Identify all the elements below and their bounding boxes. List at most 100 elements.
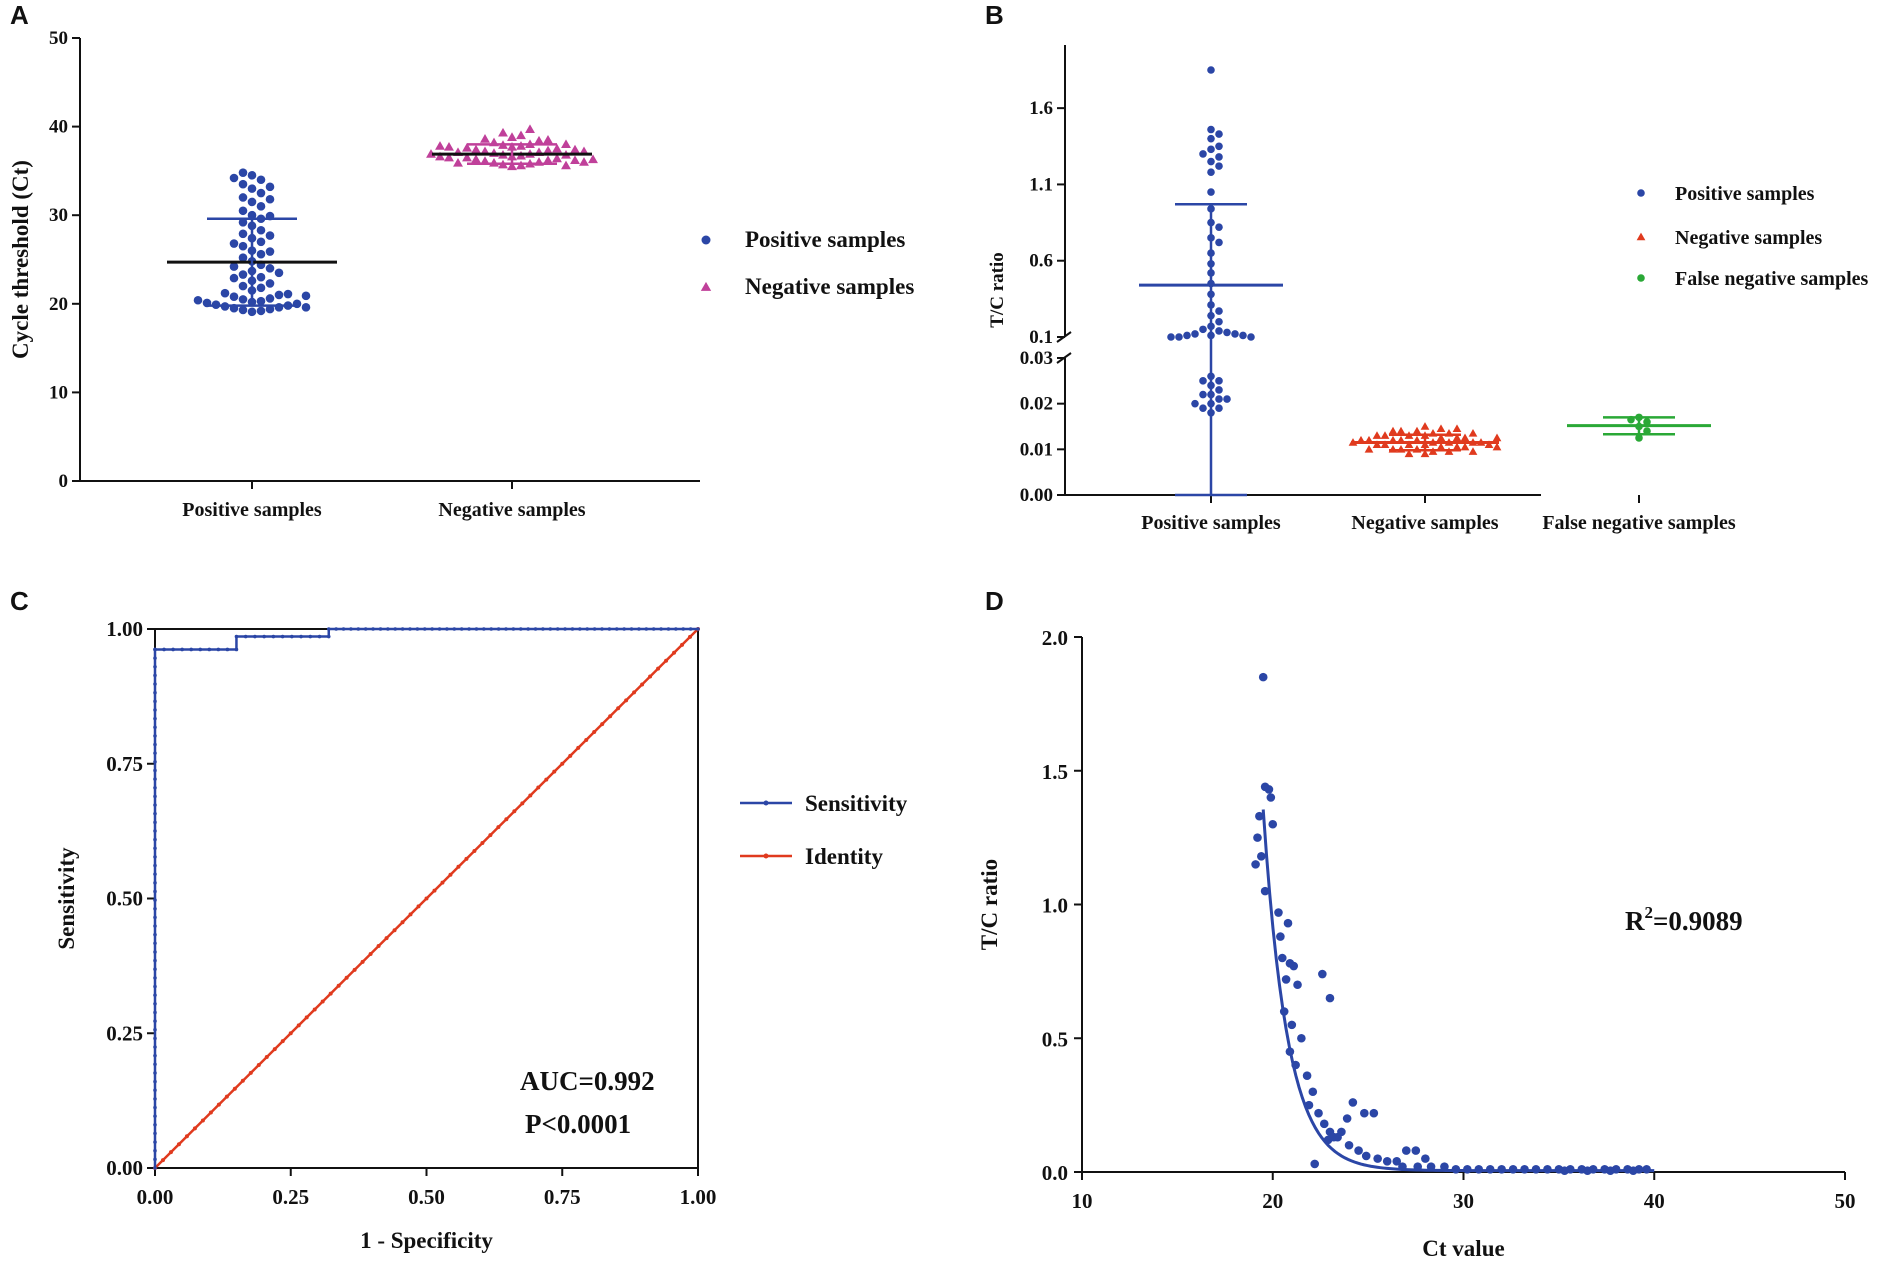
x-tick-label: 0.00 <box>137 1185 174 1209</box>
identity-point <box>160 1158 165 1163</box>
data-point <box>1258 672 1268 682</box>
data-point <box>543 145 553 155</box>
sensitivity-point <box>153 898 157 902</box>
data-point <box>238 229 248 239</box>
data-point <box>1215 386 1223 394</box>
legend-marker <box>763 800 769 806</box>
sensitivity-point <box>518 627 523 631</box>
data-point <box>1274 908 1283 917</box>
data-point <box>462 152 472 162</box>
x-tick-label: 20 <box>1262 1189 1283 1213</box>
data-point <box>1239 331 1247 340</box>
data-point <box>283 289 293 299</box>
r-squared-superscript: 2 <box>1645 903 1654 922</box>
x-category-label: Positive samples <box>182 499 322 521</box>
panel-letter-d: D <box>985 586 1004 616</box>
data-point <box>1260 886 1270 896</box>
identity-point <box>232 1086 237 1091</box>
identity-point <box>256 1062 261 1067</box>
data-point <box>1167 333 1175 341</box>
sensitivity-point <box>578 627 582 631</box>
data-point <box>256 237 266 247</box>
y-tick-label: 0.5 <box>1042 1027 1068 1051</box>
data-point <box>1308 1087 1318 1097</box>
y-tick-label: 1.0 <box>1042 894 1068 918</box>
identity-point <box>576 745 581 750</box>
sensitivity-point <box>262 634 266 639</box>
data-point <box>1207 188 1215 196</box>
sensitivity-point <box>153 742 157 747</box>
legend-label: Identity <box>805 844 883 869</box>
data-point <box>1257 852 1266 861</box>
data-point <box>1460 433 1470 442</box>
data-point <box>1440 1162 1449 1171</box>
y-tick-label: 0.50 <box>106 887 143 911</box>
sensitivity-point <box>153 1079 157 1084</box>
identity-point <box>472 848 477 853</box>
data-point <box>1207 168 1215 177</box>
data-point <box>301 303 311 312</box>
sensitivity-point <box>225 647 230 652</box>
data-point <box>462 142 472 152</box>
sensitivity-point <box>189 647 193 652</box>
identity-point <box>488 833 493 838</box>
sensitivity-point <box>153 1088 157 1093</box>
data-point <box>444 142 454 151</box>
sensitivity-point <box>243 634 248 639</box>
data-point <box>1302 1071 1312 1080</box>
y-tick-label: 2.0 <box>1042 626 1068 650</box>
data-point <box>238 295 248 304</box>
data-point <box>256 306 266 316</box>
data-point <box>1412 426 1422 435</box>
data-point <box>238 179 248 189</box>
data-point <box>247 171 257 180</box>
sensitivity-point <box>622 627 626 631</box>
identity-point <box>536 785 541 790</box>
data-point <box>1191 330 1199 338</box>
x-tick-label: 0.25 <box>272 1185 309 1209</box>
identity-point <box>656 666 661 671</box>
identity-point <box>672 650 677 655</box>
sensitivity-point <box>234 634 239 639</box>
data-point <box>1297 1033 1306 1043</box>
sensitivity-point <box>153 716 157 721</box>
y-tick-label: 0.6 <box>1029 251 1053 272</box>
r-squared-prefix: R <box>1625 906 1645 936</box>
data-point <box>444 152 454 162</box>
data-point <box>1215 162 1223 170</box>
data-point <box>1468 428 1478 437</box>
identity-point <box>464 856 469 861</box>
data-point <box>265 231 275 240</box>
sensitivity-point <box>153 1002 157 1006</box>
sensitivity-point <box>400 627 405 631</box>
data-point <box>1199 325 1207 334</box>
data-point <box>256 249 266 259</box>
identity-point <box>520 801 525 806</box>
data-point <box>256 296 266 306</box>
y-tick-label: 20 <box>49 294 68 315</box>
y-tick-label: 0 <box>59 471 69 492</box>
data-point <box>552 143 562 153</box>
data-point <box>1215 153 1223 161</box>
data-point <box>1207 157 1215 166</box>
sensitivity-point <box>644 627 649 631</box>
data-point <box>471 144 481 154</box>
data-point <box>543 134 553 144</box>
y-tick-label: 0.1 <box>1029 327 1053 348</box>
sensitivity-point <box>308 634 313 639</box>
data-point <box>1643 427 1651 435</box>
identity-point <box>176 1142 181 1147</box>
sensitivity-point <box>533 627 538 631</box>
sensitivity-point <box>363 627 368 631</box>
identity-point <box>296 1023 301 1028</box>
sensitivity-point <box>696 627 700 631</box>
legend-label: Negative samples <box>1675 227 1822 249</box>
data-point <box>489 148 499 157</box>
identity-point <box>208 1110 213 1115</box>
panel-letter-a: A <box>10 0 29 30</box>
data-point <box>552 153 562 163</box>
y-tick-label: 30 <box>49 205 68 226</box>
data-point <box>1380 440 1390 449</box>
x-tick-label: 10 <box>1072 1189 1093 1213</box>
data-point <box>265 304 275 314</box>
